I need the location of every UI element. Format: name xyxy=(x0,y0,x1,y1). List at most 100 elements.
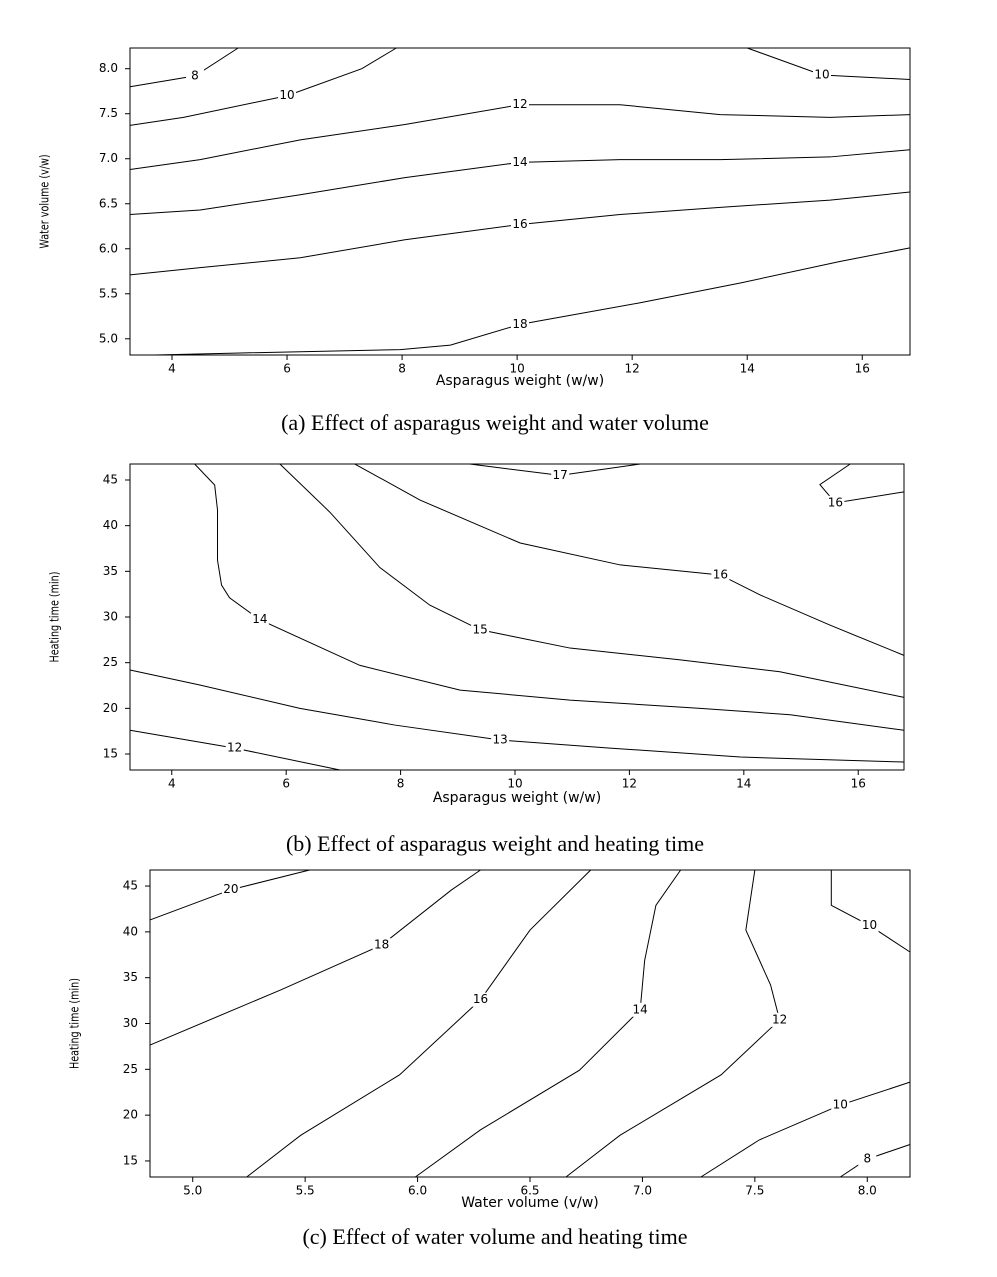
contour-label: 16 xyxy=(512,217,527,231)
contour-label: 16 xyxy=(828,495,843,509)
contour-label: 12 xyxy=(512,97,527,111)
x-tick-label: 8 xyxy=(397,777,405,791)
x-tick-label: 5.5 xyxy=(296,1184,315,1198)
y-axis-label: Heating time (min) xyxy=(47,572,61,663)
y-axis-label: Water volume (v/w) xyxy=(37,154,51,248)
x-tick-label: 8.0 xyxy=(858,1184,877,1198)
caption: (c) Effect of water volume and heating t… xyxy=(302,1224,687,1249)
contour-line xyxy=(129,47,397,126)
y-axis-label: Heating time (min) xyxy=(67,978,81,1069)
contour-line xyxy=(565,869,781,1178)
contour-label: 18 xyxy=(374,938,389,952)
contour-label: 15 xyxy=(472,622,487,636)
contour-label: 14 xyxy=(252,612,267,626)
y-tick-label: 25 xyxy=(103,655,118,669)
contour-label-bg xyxy=(860,918,879,933)
contour-label: 10 xyxy=(814,68,829,82)
y-tick-label: 7.5 xyxy=(99,106,118,120)
contour-label: 18 xyxy=(512,317,527,331)
contour-label: 10 xyxy=(862,918,877,932)
contour-label-bg xyxy=(770,1012,789,1027)
contour-line xyxy=(129,47,239,88)
contour-label: 13 xyxy=(492,733,507,747)
plot-frame xyxy=(129,463,905,771)
contour-label-bg xyxy=(186,68,204,83)
contour-label-bg xyxy=(372,938,391,953)
contour-label-bg xyxy=(471,992,490,1007)
contour-line xyxy=(700,1081,911,1178)
contour-label: 16 xyxy=(713,567,728,581)
x-tick-label: 6.0 xyxy=(408,1184,427,1198)
contour-line xyxy=(246,869,592,1178)
x-tick-label: 14 xyxy=(736,777,751,791)
contour-line xyxy=(129,191,911,276)
panel: 4 6 8 10 12 14 16 5.0 5.5 6.0 6.5 7.0 7.5 8.0 Asparagu… xyxy=(37,47,911,435)
panel: 5.0 5.5 6.0 6.5 7.0 7.5 8.0 15 20 25 30 35 40 45 Water… xyxy=(67,869,911,1249)
x-axis-label: Asparagus weight (w/w) xyxy=(433,790,601,806)
contour-label-bg xyxy=(511,317,529,332)
y-tick-label: 8.0 xyxy=(99,61,118,75)
contour-line xyxy=(830,870,911,953)
contour-line xyxy=(149,869,481,1046)
y-tick-label: 20 xyxy=(123,1108,138,1122)
contour-label-bg xyxy=(858,1152,877,1167)
caption: (a) Effect of asparagus weight and water… xyxy=(281,410,709,435)
x-tick-label: 4 xyxy=(168,777,176,791)
y-tick-label: 35 xyxy=(103,564,118,578)
y-tick-label: 15 xyxy=(103,747,118,761)
y-tick-label: 15 xyxy=(123,1153,138,1167)
x-tick-label: 10 xyxy=(507,777,522,791)
contour-label: 8 xyxy=(191,68,199,82)
x-tick-label: 16 xyxy=(851,777,866,791)
y-tick-label: 7.0 xyxy=(99,151,118,165)
x-tick-label: 6 xyxy=(282,777,290,791)
contour-label: 10 xyxy=(833,1098,848,1112)
contour-line xyxy=(154,247,911,356)
y-tick-label: 5.5 xyxy=(99,286,118,300)
contour-label: 12 xyxy=(772,1012,787,1026)
contour-label-bg xyxy=(551,468,570,483)
contour-label-bg xyxy=(250,612,269,627)
contour-label-bg xyxy=(831,1098,850,1113)
contour-label: 16 xyxy=(473,992,488,1006)
x-tick-label: 4 xyxy=(168,362,176,376)
contour-label-bg xyxy=(511,155,529,170)
y-tick-label: 5.0 xyxy=(99,331,118,345)
y-tick-label: 40 xyxy=(123,924,138,938)
x-axis-label: Asparagus weight (w/w) xyxy=(436,373,604,389)
x-tick-label: 7.5 xyxy=(745,1184,764,1198)
contour-label-bg xyxy=(812,68,831,83)
contour-label-bg xyxy=(491,733,510,748)
y-tick-label: 45 xyxy=(123,879,138,893)
contour-label-bg xyxy=(511,97,529,112)
contour-label-bg xyxy=(711,567,730,582)
contour-line xyxy=(819,463,905,504)
y-tick-label: 25 xyxy=(123,1062,138,1076)
contour-label-bg xyxy=(278,88,297,103)
contour-label-bg xyxy=(511,217,529,232)
x-tick-label: 5.0 xyxy=(183,1184,202,1198)
contour-line xyxy=(279,463,905,698)
y-tick-label: 45 xyxy=(103,472,118,486)
caption: (b) Effect of asparagus weight and heati… xyxy=(286,831,704,856)
contour-label: 17 xyxy=(553,468,568,482)
y-tick-label: 35 xyxy=(123,970,138,984)
plot-frame xyxy=(149,869,911,1178)
contour-label-bg xyxy=(471,622,490,637)
x-tick-label: 7.0 xyxy=(633,1184,652,1198)
x-tick-label: 6 xyxy=(283,362,291,376)
contour-label-bg xyxy=(221,882,240,897)
y-tick-label: 30 xyxy=(103,610,118,624)
panel: 4 6 8 10 12 14 16 15 20 25 30 35 40 45 Asparagus weigh… xyxy=(47,463,905,856)
y-tick-label: 6.5 xyxy=(99,196,118,210)
x-tick-label: 14 xyxy=(740,362,755,376)
x-tick-label: 16 xyxy=(855,362,870,376)
x-tick-label: 10 xyxy=(509,362,524,376)
contour-label: 12 xyxy=(227,741,242,755)
x-tick-label: 6.5 xyxy=(520,1184,539,1198)
x-tick-label: 8 xyxy=(398,362,406,376)
contour-line xyxy=(354,463,905,656)
contour-label-bg xyxy=(631,1002,650,1017)
contour-label: 14 xyxy=(633,1002,648,1016)
